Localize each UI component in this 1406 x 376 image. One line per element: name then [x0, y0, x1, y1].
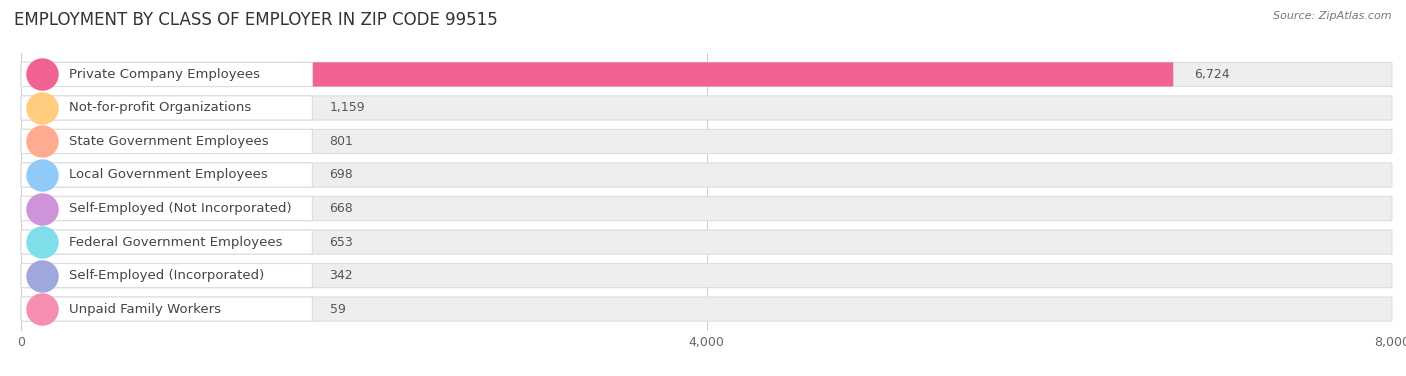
FancyBboxPatch shape: [21, 196, 312, 221]
Text: 342: 342: [329, 269, 353, 282]
Point: [31, 71, 53, 77]
Point: [31, 273, 53, 279]
Text: 698: 698: [329, 168, 353, 182]
Text: State Government Employees: State Government Employees: [69, 135, 269, 148]
FancyBboxPatch shape: [21, 196, 135, 221]
FancyBboxPatch shape: [21, 230, 134, 254]
FancyBboxPatch shape: [21, 297, 312, 321]
FancyBboxPatch shape: [21, 297, 31, 321]
Text: Local Government Employees: Local Government Employees: [69, 168, 267, 182]
Text: Federal Government Employees: Federal Government Employees: [69, 235, 283, 249]
FancyBboxPatch shape: [21, 264, 312, 288]
FancyBboxPatch shape: [21, 129, 159, 153]
Text: Self-Employed (Not Incorporated): Self-Employed (Not Incorporated): [69, 202, 291, 215]
FancyBboxPatch shape: [21, 297, 1392, 321]
Point: [31, 172, 53, 178]
Text: EMPLOYMENT BY CLASS OF EMPLOYER IN ZIP CODE 99515: EMPLOYMENT BY CLASS OF EMPLOYER IN ZIP C…: [14, 11, 498, 29]
Text: Not-for-profit Organizations: Not-for-profit Organizations: [69, 102, 252, 114]
Text: 6,724: 6,724: [1194, 68, 1229, 81]
FancyBboxPatch shape: [21, 62, 1392, 86]
FancyBboxPatch shape: [21, 129, 312, 153]
FancyBboxPatch shape: [21, 163, 312, 187]
FancyBboxPatch shape: [21, 264, 80, 288]
Point: [31, 138, 53, 144]
FancyBboxPatch shape: [21, 196, 1392, 221]
FancyBboxPatch shape: [21, 163, 1392, 187]
Text: 668: 668: [329, 202, 353, 215]
FancyBboxPatch shape: [21, 230, 1392, 254]
Text: 1,159: 1,159: [329, 102, 366, 114]
FancyBboxPatch shape: [21, 129, 1392, 153]
FancyBboxPatch shape: [21, 264, 1392, 288]
Text: 653: 653: [329, 235, 353, 249]
Text: 59: 59: [329, 303, 346, 315]
Text: Unpaid Family Workers: Unpaid Family Workers: [69, 303, 221, 315]
Point: [31, 239, 53, 245]
Text: Source: ZipAtlas.com: Source: ZipAtlas.com: [1274, 11, 1392, 21]
Text: 801: 801: [329, 135, 353, 148]
FancyBboxPatch shape: [21, 62, 312, 86]
Point: [31, 306, 53, 312]
FancyBboxPatch shape: [21, 96, 219, 120]
FancyBboxPatch shape: [21, 96, 312, 120]
Text: Private Company Employees: Private Company Employees: [69, 68, 260, 81]
FancyBboxPatch shape: [21, 230, 312, 254]
Point: [31, 105, 53, 111]
Point: [31, 206, 53, 212]
FancyBboxPatch shape: [21, 62, 1173, 86]
FancyBboxPatch shape: [21, 163, 141, 187]
Text: Self-Employed (Incorporated): Self-Employed (Incorporated): [69, 269, 264, 282]
FancyBboxPatch shape: [21, 96, 1392, 120]
